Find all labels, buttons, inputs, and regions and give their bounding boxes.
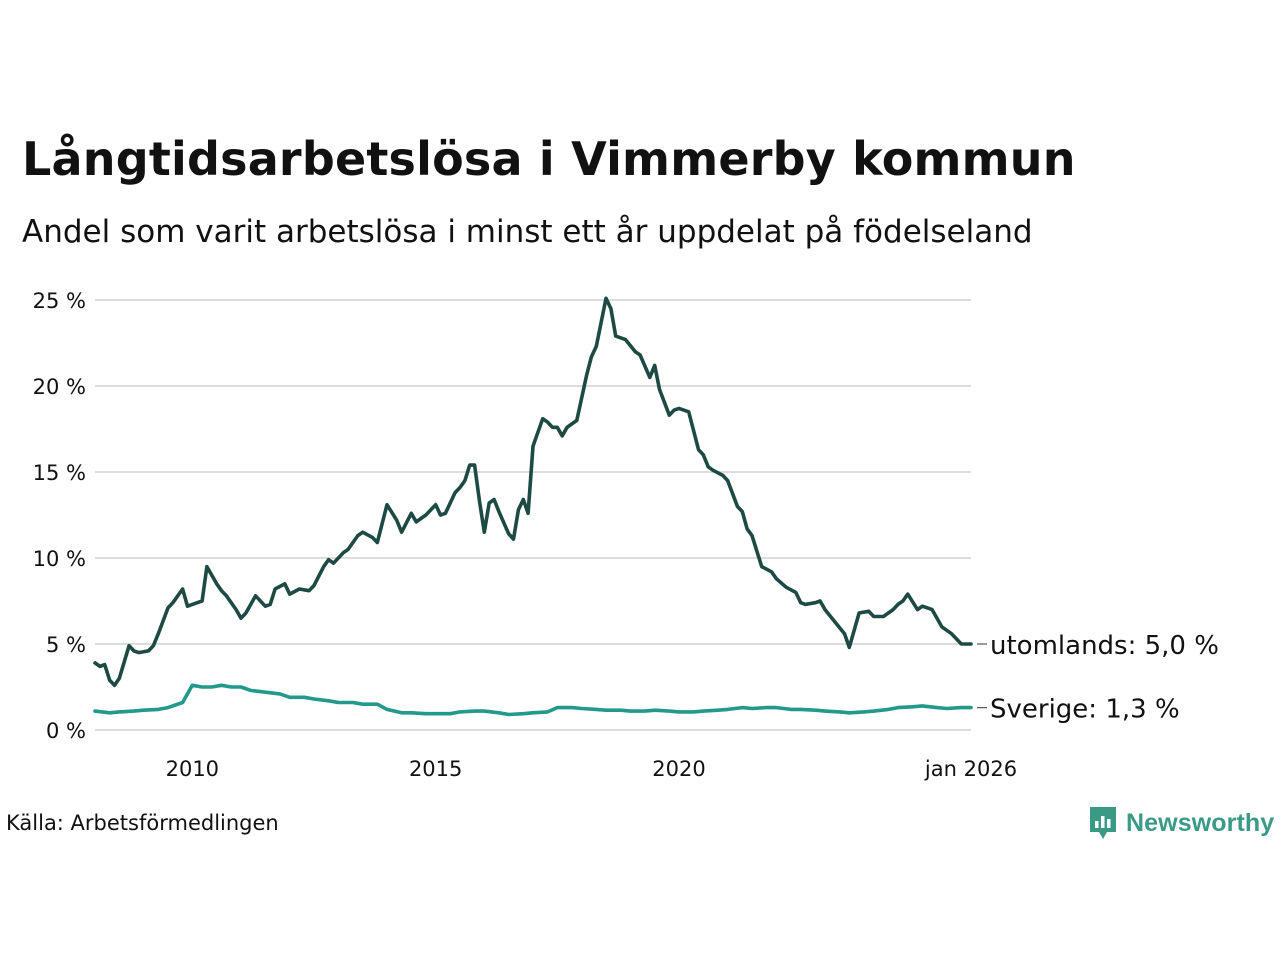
series-line-0 — [93, 296, 973, 688]
x-tick-label: jan 2026 — [924, 757, 1017, 781]
brand-name: Newsworthy — [1126, 808, 1275, 837]
y-tick-label: 10 % — [33, 547, 86, 571]
y-tick-label: 20 % — [33, 375, 86, 399]
x-tick-label: 2010 — [166, 757, 219, 781]
y-axis-ticks: 0 % 5 % 10 % 15 % 20 % 25 % — [33, 289, 86, 743]
x-tick-label: 2020 — [652, 757, 705, 781]
y-tick-label: 15 % — [33, 461, 86, 485]
chart-title: Långtidsarbetslösa i Vimmerby kommun — [22, 132, 1076, 186]
newsworthy-logo-icon — [1090, 807, 1116, 839]
x-tick-label: 2015 — [409, 757, 462, 781]
series-end-label: utomlands: 5,0 % — [990, 631, 1219, 661]
brand-logo: Newsworthy — [1088, 803, 1274, 843]
series-end-label: Sverige: 1,3 % — [990, 695, 1180, 725]
y-tick-label: 0 % — [46, 719, 86, 743]
series-line-1 — [93, 683, 973, 717]
series-end-labels: utomlands: 5,0 % Sverige: 1,3 % — [977, 631, 1219, 725]
grid-lines — [95, 299, 971, 731]
source-note: Källa: Arbetsförmedlingen — [6, 811, 279, 835]
series-lines — [93, 296, 973, 717]
y-tick-label: 25 % — [33, 289, 86, 313]
y-tick-label: 5 % — [46, 633, 86, 657]
chart-subtitle: Andel som varit arbetslösa i minst ett å… — [22, 214, 1033, 250]
x-axis-ticks: 2010 2015 2020 jan 2026 — [166, 757, 1017, 781]
